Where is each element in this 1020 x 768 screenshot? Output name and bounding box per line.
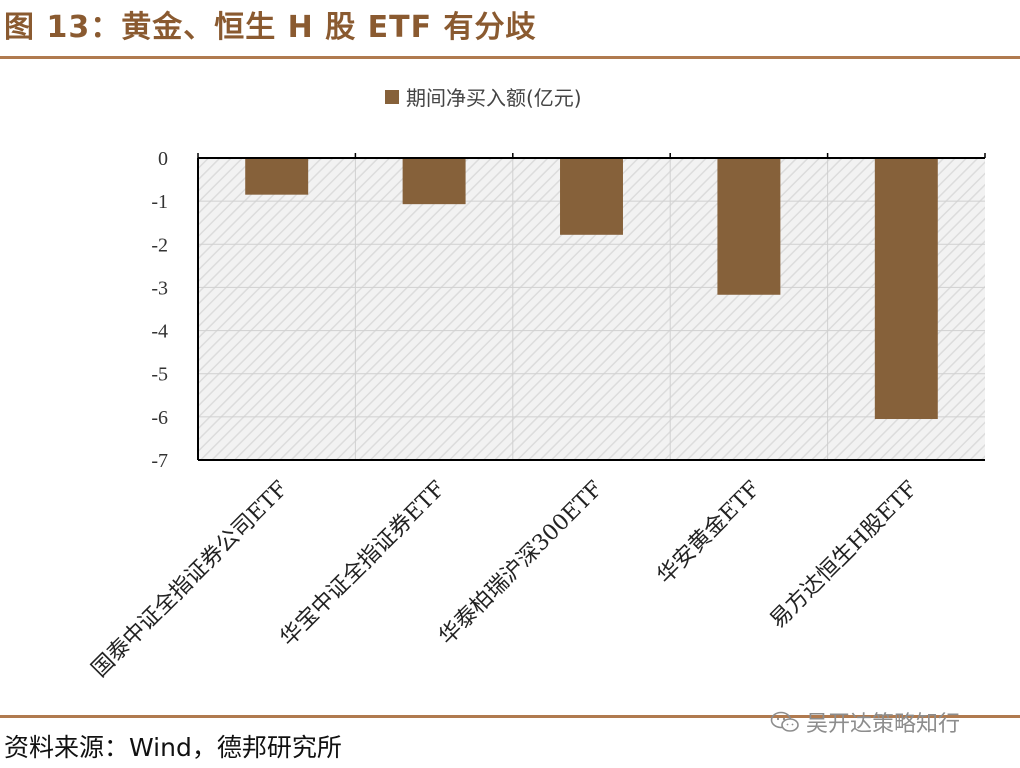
title-divider [0, 56, 1020, 59]
y-tick-label: -1 [151, 191, 168, 213]
source-divider [0, 715, 1020, 718]
bar-5 [874, 158, 938, 420]
bar-4 [717, 158, 781, 295]
bar-1 [245, 158, 309, 195]
source-note: 资料来源：Wind，德邦研究所 [4, 733, 342, 762]
figure-title: 图 13：黄金、恒生 H 股 ETF 有分歧 [4, 10, 537, 45]
y-tick-label: -5 [151, 364, 168, 386]
y-tick-label: -6 [151, 407, 168, 429]
x-tick-label: 华安黄金ETF [653, 477, 765, 589]
legend-label: 期间净买入额(亿元) [406, 86, 582, 110]
y-tick-label: -7 [151, 450, 168, 472]
watermark-text: 吴开达策略知行 [806, 712, 961, 737]
chart-area: 期间净买入额(亿元) 0 -1 -2 -3 -4 -5 -6 -7 国泰中证全指证券公司ETF 华… [0, 60, 1020, 710]
x-tick-label: 华宝中证全指证券ETF [276, 477, 451, 652]
watermark: 吴开达策略知行 [770, 706, 960, 738]
legend: 期间净买入额(亿元) [385, 86, 582, 110]
x-tick-label: 易方达恒生H股ETF [765, 477, 922, 634]
y-tick-label: -4 [151, 321, 168, 343]
bar-2 [402, 158, 466, 205]
wechat-icon [770, 711, 799, 732]
y-tick-label: -2 [151, 234, 168, 256]
bar-chart: 期间净买入额(亿元) 0-1-2-3-4-5-6-7国泰中证全指证券公司ETF华… [87, 86, 986, 683]
plot-area: 0-1-2-3-4-5-6-7国泰中证全指证券公司ETF华宝中证全指证券ETF华… [87, 148, 986, 683]
y-tick-label: -3 [151, 277, 168, 299]
y-tick-label: 0 [158, 148, 168, 170]
bar-3 [560, 158, 623, 235]
x-tick-label: 国泰中证全指证券公司ETF [87, 477, 293, 683]
x-tick-label: 华泰柏瑞沪深300ETF [435, 477, 608, 650]
legend-swatch [385, 90, 399, 104]
